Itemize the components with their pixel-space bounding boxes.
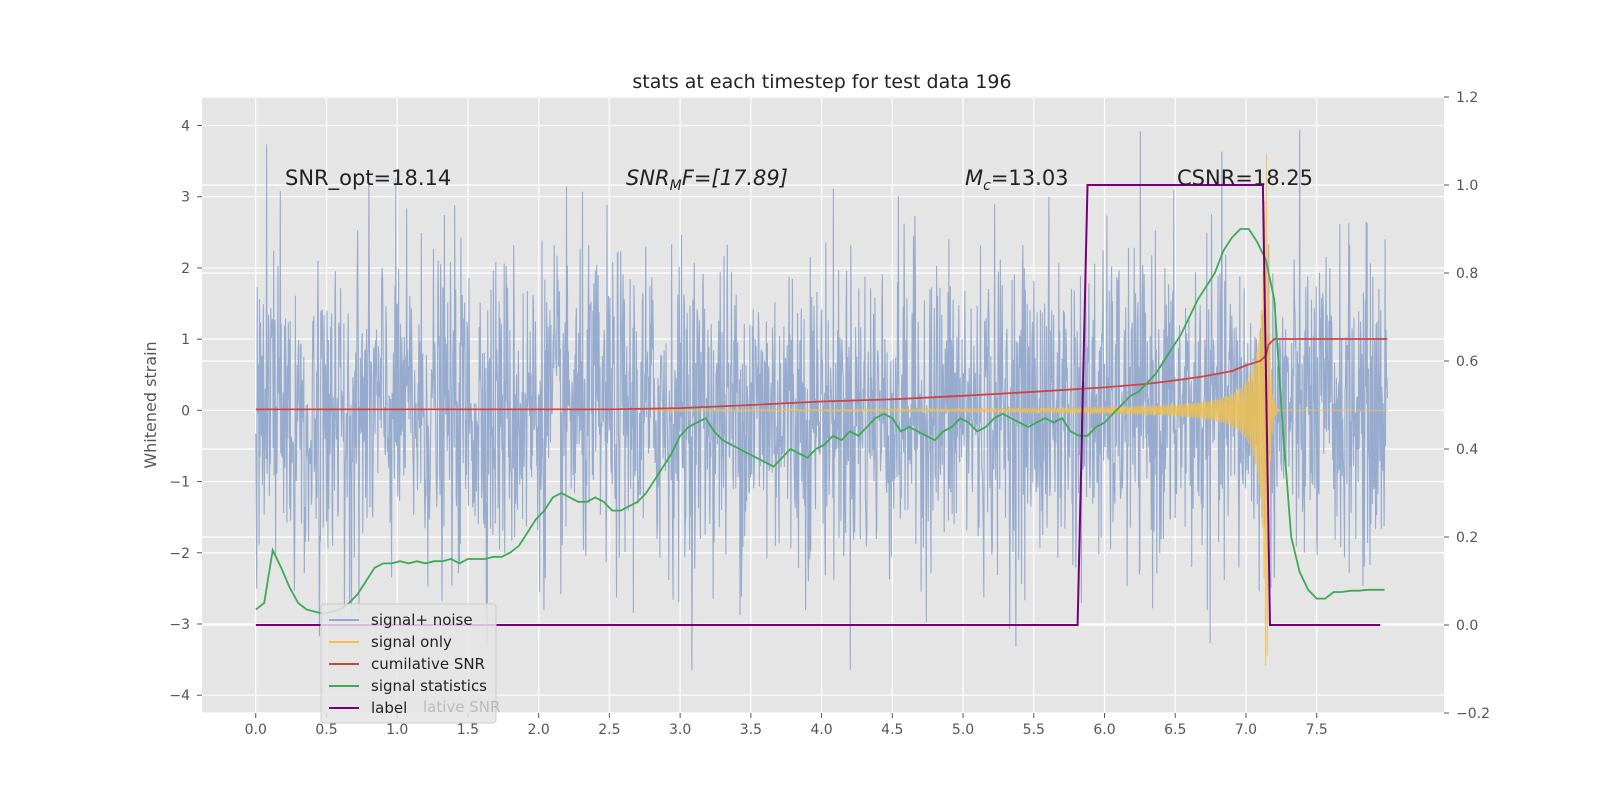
y-tick-label: −2 bbox=[169, 546, 190, 562]
y-axis-left-ticks: −4 −3 −2 −1 0 1 2 3 4 bbox=[169, 118, 202, 704]
x-tick-label: 3.0 bbox=[669, 722, 691, 738]
signal-only-line bbox=[651, 154, 1388, 666]
x-tick-label: 6.5 bbox=[1164, 722, 1186, 738]
x-tick-label: 6.0 bbox=[1093, 722, 1115, 738]
signal-statistics-line bbox=[255, 228, 1385, 615]
signal-noise-line bbox=[255, 129, 1388, 671]
y-axis-right-ticks: −0.2 0.0 0.2 0.4 0.6 0.8 1.0 1.2 bbox=[1444, 90, 1490, 722]
snr-mf-value: F=[17.89] bbox=[682, 166, 788, 190]
y-tick-label: 4 bbox=[181, 118, 190, 134]
y-tick-label: 3 bbox=[181, 190, 190, 206]
x-tick-label: 1.5 bbox=[457, 722, 479, 738]
annotation-snr-mf: SNRMF=[17.89] bbox=[626, 166, 788, 194]
legend-label: signal statistics bbox=[371, 677, 487, 695]
y2-tick-label: 0.8 bbox=[1456, 266, 1478, 282]
x-tick-label: 3.5 bbox=[740, 722, 762, 738]
y2-tick-label: 0.4 bbox=[1456, 442, 1478, 458]
x-axis-ticks: 0.0 0.5 1.0 1.5 2.0 2.5 3.0 3.5 4.0 4.5 5.0 5.5 6.0 6… bbox=[245, 713, 1328, 738]
y-axis-label: Whitened strain bbox=[141, 341, 160, 468]
y-tick-label: −3 bbox=[169, 617, 190, 633]
y2-tick-label: 0.0 bbox=[1456, 618, 1478, 634]
mc-symbol: M bbox=[965, 166, 983, 190]
y2-tick-label: 0.6 bbox=[1456, 354, 1478, 370]
legend-entries: signal+ noise signal only cumilative SNR si… bbox=[329, 611, 487, 717]
x-tick-label: 7.5 bbox=[1306, 722, 1328, 738]
legend-box bbox=[320, 603, 497, 724]
legend-label: signal only bbox=[371, 633, 452, 651]
y2-tick-label: 1.0 bbox=[1456, 178, 1478, 194]
chart-title: stats at each timestep for test data 196 bbox=[632, 71, 1011, 93]
legend-hidden-fragment: lative SNR bbox=[423, 698, 500, 716]
x-tick-label: 4.0 bbox=[810, 722, 832, 738]
snr-mf-subscript: M bbox=[670, 178, 682, 194]
x-tick-label: 1.0 bbox=[386, 722, 408, 738]
x-tick-label: 2.0 bbox=[528, 722, 550, 738]
snr-mf-symbol: SNR bbox=[626, 166, 670, 190]
legend-label: signal+ noise bbox=[371, 611, 473, 629]
x-tick-label: 0.5 bbox=[315, 722, 337, 738]
x-tick-label: 4.5 bbox=[881, 722, 903, 738]
y-tick-label: 1 bbox=[181, 332, 190, 348]
x-tick-label: 2.5 bbox=[598, 722, 620, 738]
y-tick-label: 2 bbox=[181, 261, 190, 277]
y2-tick-label: 1.2 bbox=[1456, 90, 1478, 106]
legend: lative SNR signal+ noise signal only cumil… bbox=[320, 603, 500, 724]
x-tick-label: 7.0 bbox=[1235, 722, 1257, 738]
x-tick-label: 0.0 bbox=[245, 722, 267, 738]
y-tick-label: −1 bbox=[169, 475, 190, 491]
legend-label: label bbox=[371, 699, 407, 717]
y-tick-label: 0 bbox=[181, 403, 190, 419]
annotation-csnr: CSNR=18.25 bbox=[1177, 166, 1313, 190]
legend-label: cumilative SNR bbox=[371, 655, 485, 673]
y2-tick-label: −0.2 bbox=[1456, 706, 1490, 722]
y2-tick-label: 0.2 bbox=[1456, 530, 1478, 546]
y-tick-label: −4 bbox=[169, 688, 190, 704]
annotation-snr-opt: SNR_opt=18.14 bbox=[285, 166, 451, 191]
x-tick-label: 5.5 bbox=[1023, 722, 1045, 738]
mc-value: =13.03 bbox=[991, 166, 1069, 190]
plot-traces bbox=[255, 129, 1388, 671]
x-tick-label: 5.0 bbox=[952, 722, 974, 738]
mc-subscript: c bbox=[983, 178, 991, 194]
annotation-mc: Mc=13.03 bbox=[965, 166, 1069, 194]
label-line bbox=[255, 184, 1381, 626]
